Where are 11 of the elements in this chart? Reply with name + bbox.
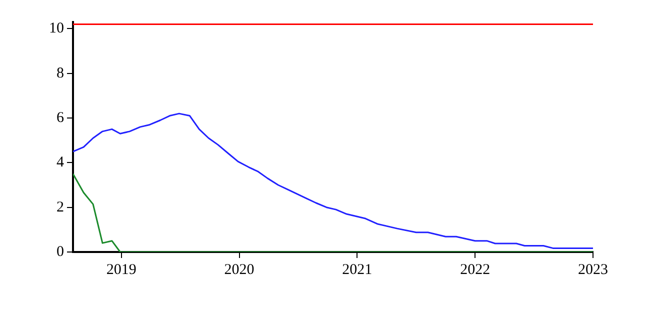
y-tick-label: 0: [56, 244, 64, 260]
x-tick-label: 2021: [342, 262, 372, 278]
y-tick-label: 8: [56, 65, 64, 82]
x-tick-label: 2020: [224, 262, 254, 278]
x-tick-label: 2023: [578, 262, 608, 278]
x-tick-label: 2022: [460, 262, 490, 278]
y-tick-label: 4: [56, 154, 64, 171]
x-tick-label: 2019: [106, 262, 136, 278]
y-tick-label: 2: [56, 199, 64, 216]
y-tick-label: 6: [56, 110, 64, 126]
y-tick-label: 10: [49, 20, 64, 37]
